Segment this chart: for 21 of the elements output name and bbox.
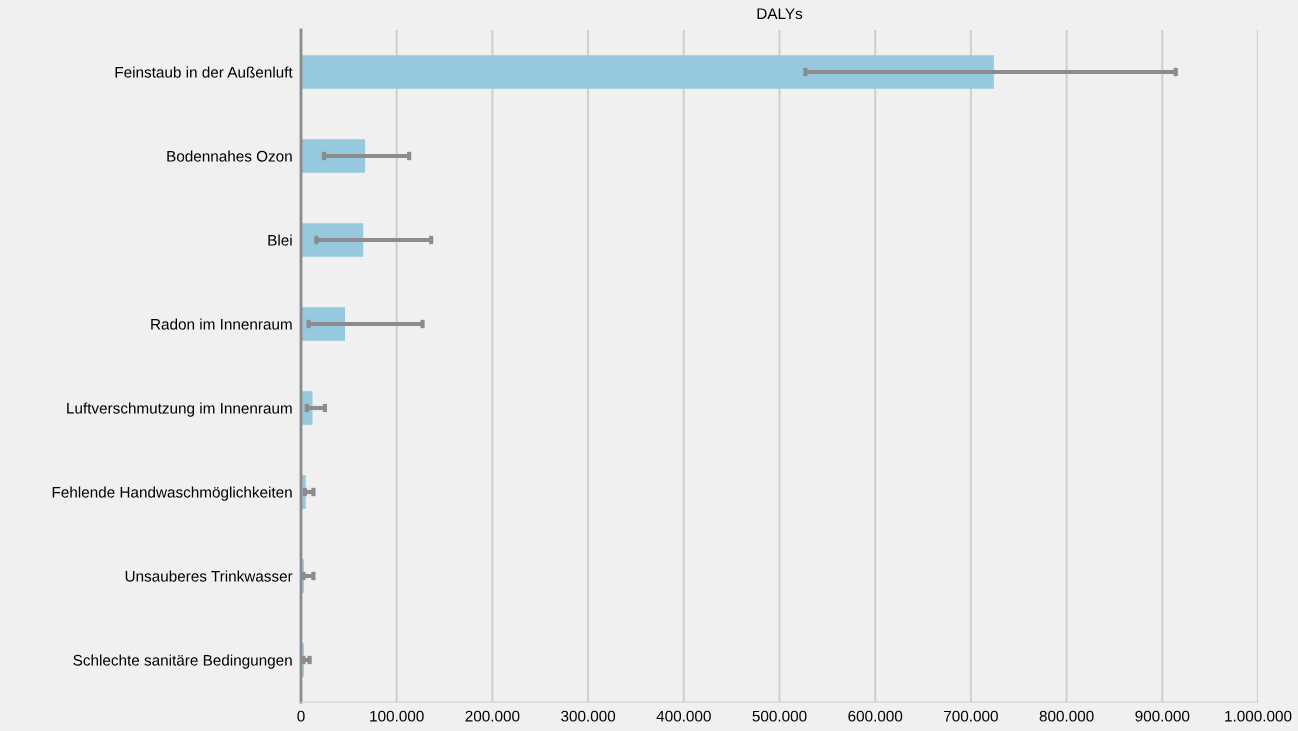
- bar: [301, 55, 994, 89]
- x-tick-label: 600.000: [848, 710, 903, 722]
- y-tick-label: Luftverschmutzung im Innenraum: [67, 402, 292, 417]
- x-tick-label: 400.000: [656, 710, 711, 722]
- x-tick-label: 100.000: [370, 710, 424, 722]
- x-tick-label: 200.000: [465, 710, 520, 722]
- y-tick-label: Unsauberes Trinkwasser: [125, 570, 293, 582]
- x-tick-label: 900.000: [1135, 710, 1190, 722]
- y-tick-label: Radon im Innenraum: [151, 318, 292, 330]
- chart-title: DALYs: [757, 8, 803, 20]
- y-tick-label: Blei: [268, 234, 292, 246]
- y-tick-label: Fehlende Handwaschmöglichkeiten: [52, 486, 292, 501]
- x-tick-label: 300.000: [561, 710, 616, 722]
- x-tick-label: 700.000: [944, 710, 998, 722]
- x-tick-label: 1.000.000: [1225, 710, 1292, 722]
- y-tick-label: Schlechte sanitäre Bedingungen: [73, 654, 292, 669]
- y-tick-label: Bodennahes Ozon: [167, 150, 292, 162]
- x-tick-label: 500.000: [752, 710, 807, 722]
- x-tick-label: 0: [297, 710, 305, 722]
- x-tick-label: 800.000: [1039, 710, 1094, 722]
- y-tick-label: Feinstaub in der Außenluft: [115, 66, 293, 78]
